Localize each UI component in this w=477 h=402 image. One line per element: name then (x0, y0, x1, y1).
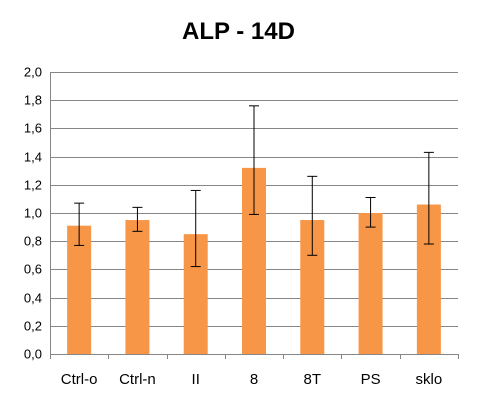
y-tick-label: 1,0 (24, 206, 42, 221)
y-tick-label: 1,4 (24, 150, 42, 165)
y-tick-label: 1,8 (24, 93, 42, 108)
x-category-label: sklo (416, 371, 443, 388)
chart-title: ALP - 14D (182, 18, 295, 45)
x-category-label: 8T (304, 371, 322, 388)
bar-ctrl-n (125, 220, 150, 354)
y-tick-label: 0,4 (24, 291, 42, 306)
y-tick-label: 0,0 (24, 347, 42, 362)
bar-ctrl-o (67, 225, 92, 354)
x-category-label: Ctrl-o (61, 371, 98, 388)
y-tick-label: 0,8 (24, 234, 42, 249)
x-category-label: 8 (250, 371, 258, 388)
bar-ps (358, 213, 383, 354)
y-tick-label: 0,6 (24, 262, 42, 277)
x-category-label: PS (361, 371, 381, 388)
x-category-label: II (192, 371, 200, 388)
y-tick-label: 1,2 (24, 178, 42, 193)
x-category-label: Ctrl-n (119, 371, 156, 388)
y-tick-label: 1,6 (24, 121, 42, 136)
y-tick-label: 2,0 (24, 65, 42, 80)
y-tick-label: 0,2 (24, 319, 42, 334)
